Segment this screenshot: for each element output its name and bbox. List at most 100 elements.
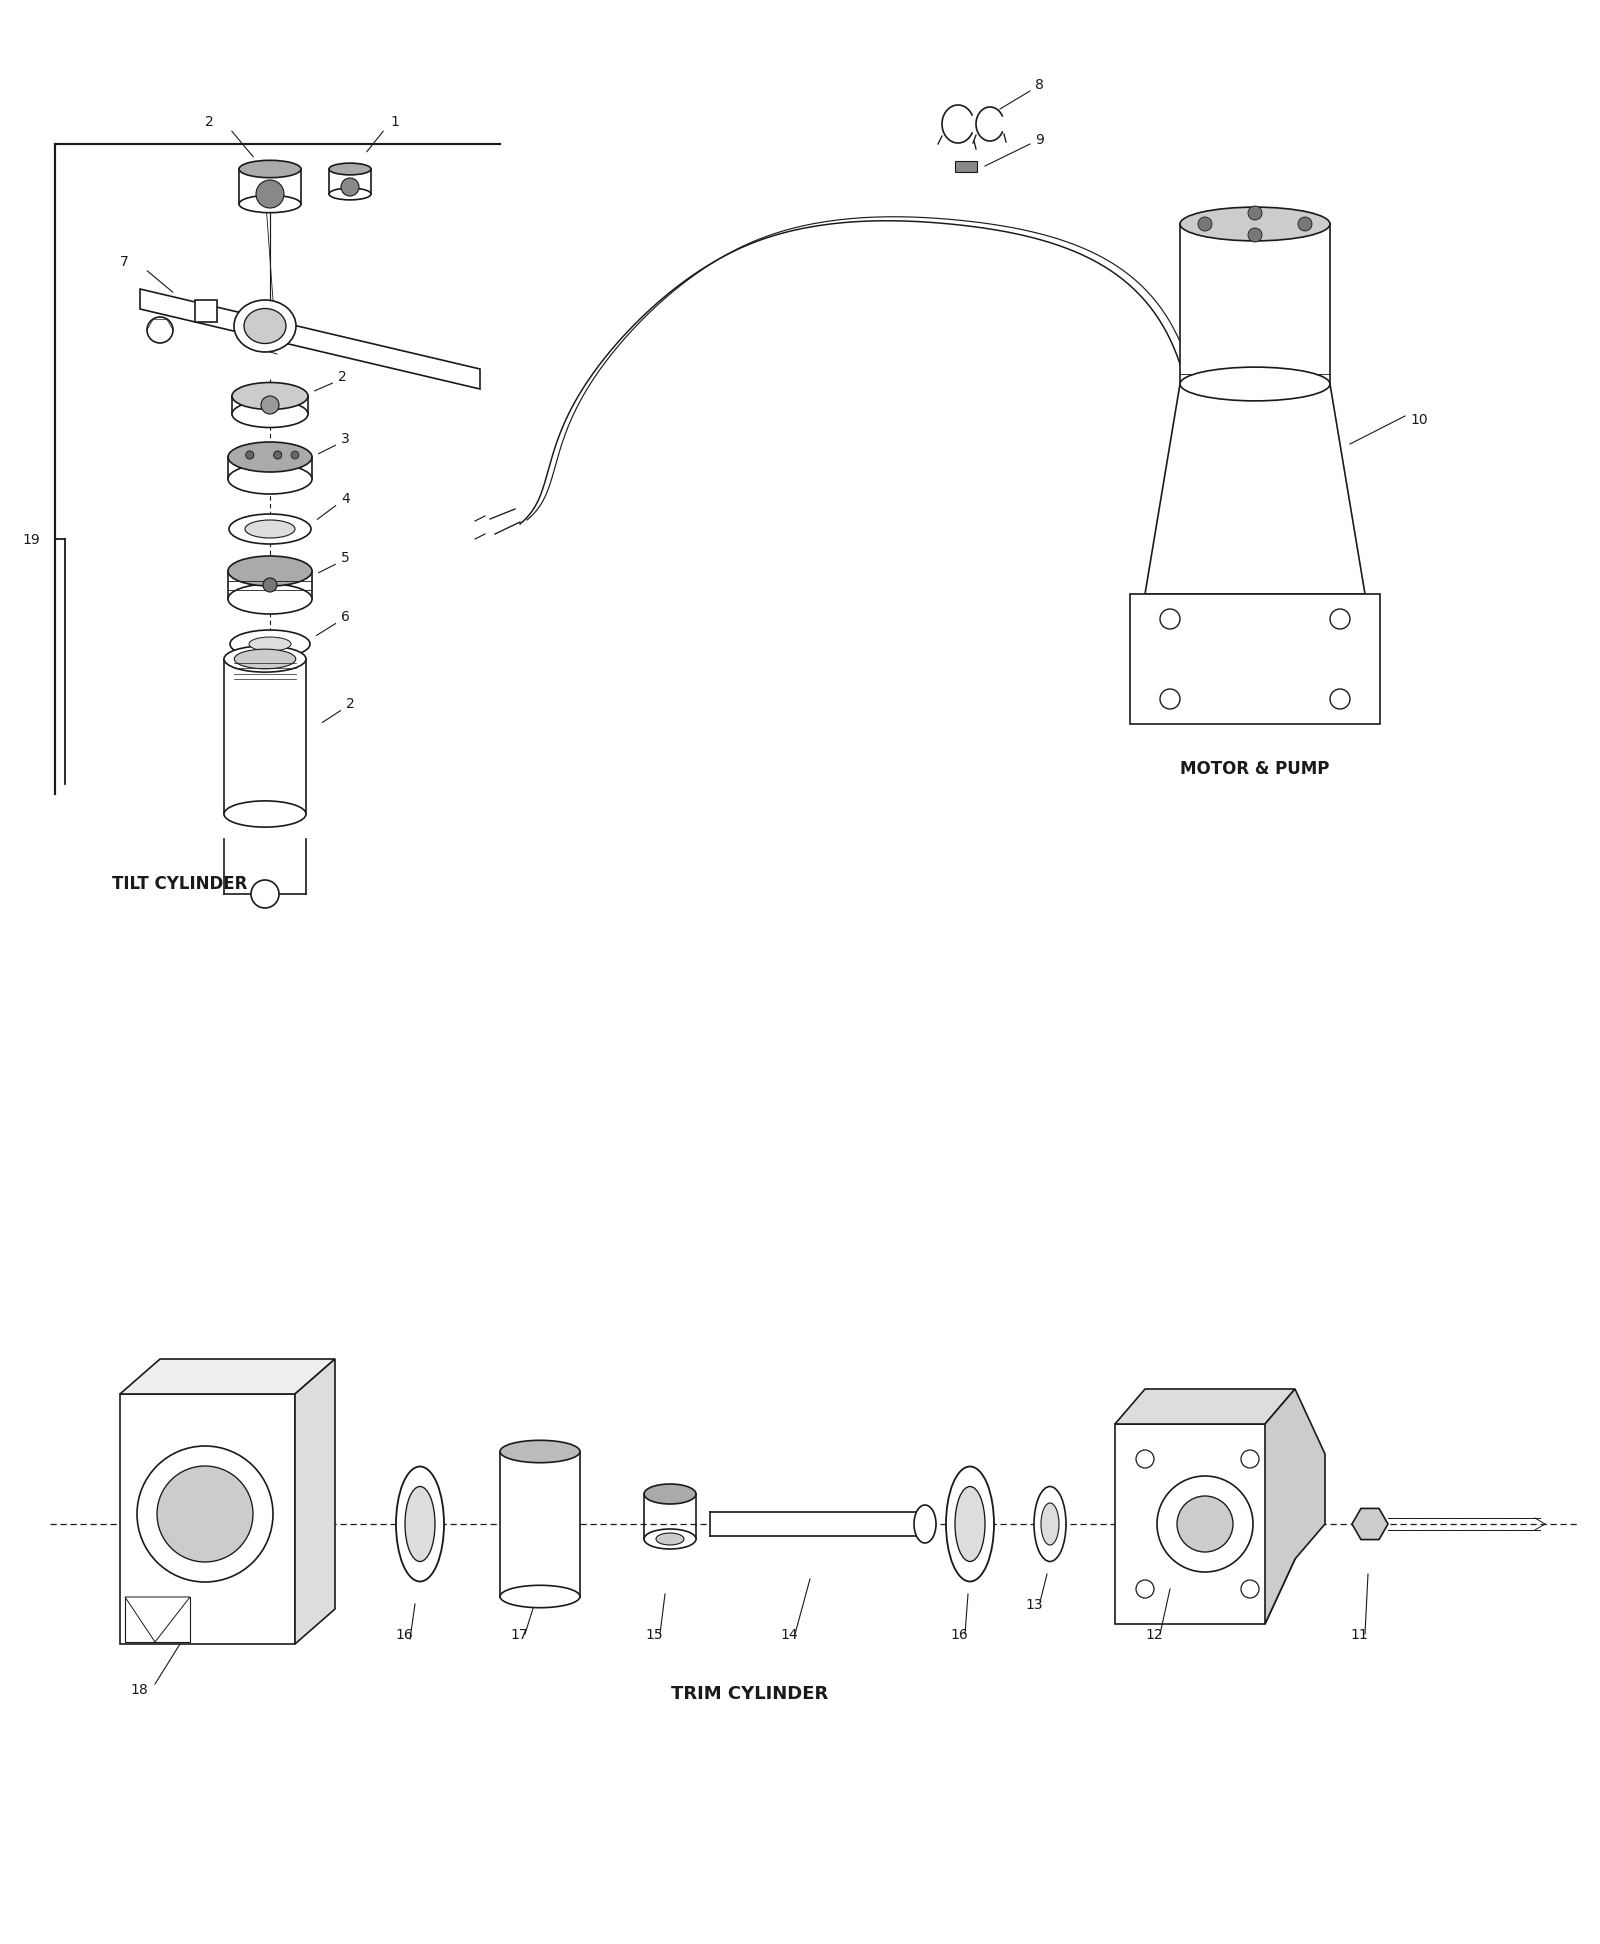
Polygon shape (1352, 1509, 1389, 1540)
Ellipse shape (232, 383, 307, 410)
Ellipse shape (229, 513, 310, 544)
Ellipse shape (229, 583, 312, 614)
Text: 3: 3 (341, 432, 350, 445)
Ellipse shape (643, 1483, 696, 1505)
Circle shape (157, 1466, 253, 1561)
Polygon shape (1266, 1390, 1325, 1623)
Text: 9: 9 (1035, 132, 1043, 148)
Text: TRIM CYLINDER: TRIM CYLINDER (672, 1685, 829, 1703)
Polygon shape (120, 1394, 294, 1645)
Ellipse shape (224, 645, 306, 673)
Circle shape (1242, 1450, 1259, 1468)
Ellipse shape (243, 309, 286, 344)
Polygon shape (1181, 224, 1330, 385)
Ellipse shape (234, 299, 296, 352)
Text: 13: 13 (1026, 1598, 1043, 1612)
Polygon shape (1115, 1390, 1294, 1425)
Text: 2: 2 (346, 698, 355, 712)
Ellipse shape (499, 1441, 579, 1462)
Ellipse shape (1181, 208, 1330, 241)
Bar (125, 1598, 190, 1643)
Polygon shape (1146, 385, 1365, 595)
Circle shape (274, 451, 282, 459)
Text: 6: 6 (341, 610, 350, 624)
Ellipse shape (1034, 1487, 1066, 1561)
Polygon shape (232, 397, 307, 414)
Circle shape (1298, 218, 1312, 231)
Ellipse shape (914, 1505, 936, 1544)
Ellipse shape (955, 1487, 986, 1561)
Text: 12: 12 (1146, 1627, 1163, 1643)
Ellipse shape (397, 1466, 445, 1582)
Ellipse shape (250, 638, 291, 651)
Text: 11: 11 (1350, 1627, 1368, 1643)
Text: 1: 1 (390, 115, 398, 128)
Text: 16: 16 (950, 1627, 968, 1643)
Circle shape (1160, 688, 1181, 710)
Bar (955, 161, 978, 171)
Text: 5: 5 (341, 550, 350, 566)
Circle shape (1248, 227, 1262, 241)
Circle shape (341, 179, 358, 196)
Ellipse shape (499, 1584, 579, 1608)
Text: 18: 18 (130, 1684, 147, 1697)
Ellipse shape (1042, 1503, 1059, 1545)
Circle shape (246, 451, 254, 459)
Ellipse shape (234, 649, 296, 669)
Text: 4: 4 (341, 492, 350, 505)
Polygon shape (330, 169, 371, 194)
Circle shape (261, 397, 278, 414)
Text: TILT CYLINDER: TILT CYLINDER (112, 875, 248, 892)
Polygon shape (224, 659, 306, 815)
Text: 2: 2 (338, 369, 347, 385)
Ellipse shape (330, 163, 371, 175)
Polygon shape (229, 457, 312, 478)
Ellipse shape (946, 1466, 994, 1582)
Ellipse shape (229, 556, 312, 585)
Text: 2: 2 (205, 115, 214, 128)
Circle shape (1160, 608, 1181, 630)
Ellipse shape (405, 1487, 435, 1561)
Text: 8: 8 (1035, 78, 1043, 91)
Polygon shape (120, 1359, 334, 1394)
Ellipse shape (643, 1530, 696, 1549)
Circle shape (138, 1446, 274, 1582)
Ellipse shape (229, 465, 312, 494)
Ellipse shape (232, 400, 307, 428)
Circle shape (1330, 688, 1350, 710)
Bar (195, 299, 218, 323)
Text: 7: 7 (120, 255, 128, 268)
Ellipse shape (229, 441, 312, 472)
Ellipse shape (238, 159, 301, 177)
Circle shape (274, 451, 282, 459)
Circle shape (246, 451, 254, 459)
Ellipse shape (656, 1534, 685, 1545)
Polygon shape (1130, 595, 1379, 723)
Circle shape (262, 577, 277, 593)
Polygon shape (238, 169, 301, 204)
Ellipse shape (238, 194, 301, 212)
Polygon shape (499, 1452, 581, 1596)
Circle shape (256, 181, 285, 208)
Polygon shape (1115, 1425, 1294, 1623)
Circle shape (147, 317, 173, 342)
Text: MOTOR & PUMP: MOTOR & PUMP (1181, 760, 1330, 778)
Text: 14: 14 (781, 1627, 798, 1643)
Ellipse shape (245, 519, 294, 538)
Circle shape (1198, 218, 1213, 231)
Ellipse shape (230, 630, 310, 657)
Ellipse shape (1181, 367, 1330, 400)
Circle shape (1178, 1497, 1234, 1551)
Text: 16: 16 (395, 1627, 413, 1643)
Text: 15: 15 (645, 1627, 662, 1643)
Circle shape (1157, 1475, 1253, 1573)
Text: 19: 19 (22, 533, 40, 546)
Ellipse shape (224, 801, 306, 826)
Circle shape (1136, 1580, 1154, 1598)
Circle shape (1248, 206, 1262, 220)
Circle shape (251, 881, 278, 908)
Circle shape (291, 451, 299, 459)
Circle shape (1242, 1580, 1259, 1598)
Polygon shape (294, 1359, 334, 1645)
Text: 10: 10 (1410, 412, 1427, 428)
